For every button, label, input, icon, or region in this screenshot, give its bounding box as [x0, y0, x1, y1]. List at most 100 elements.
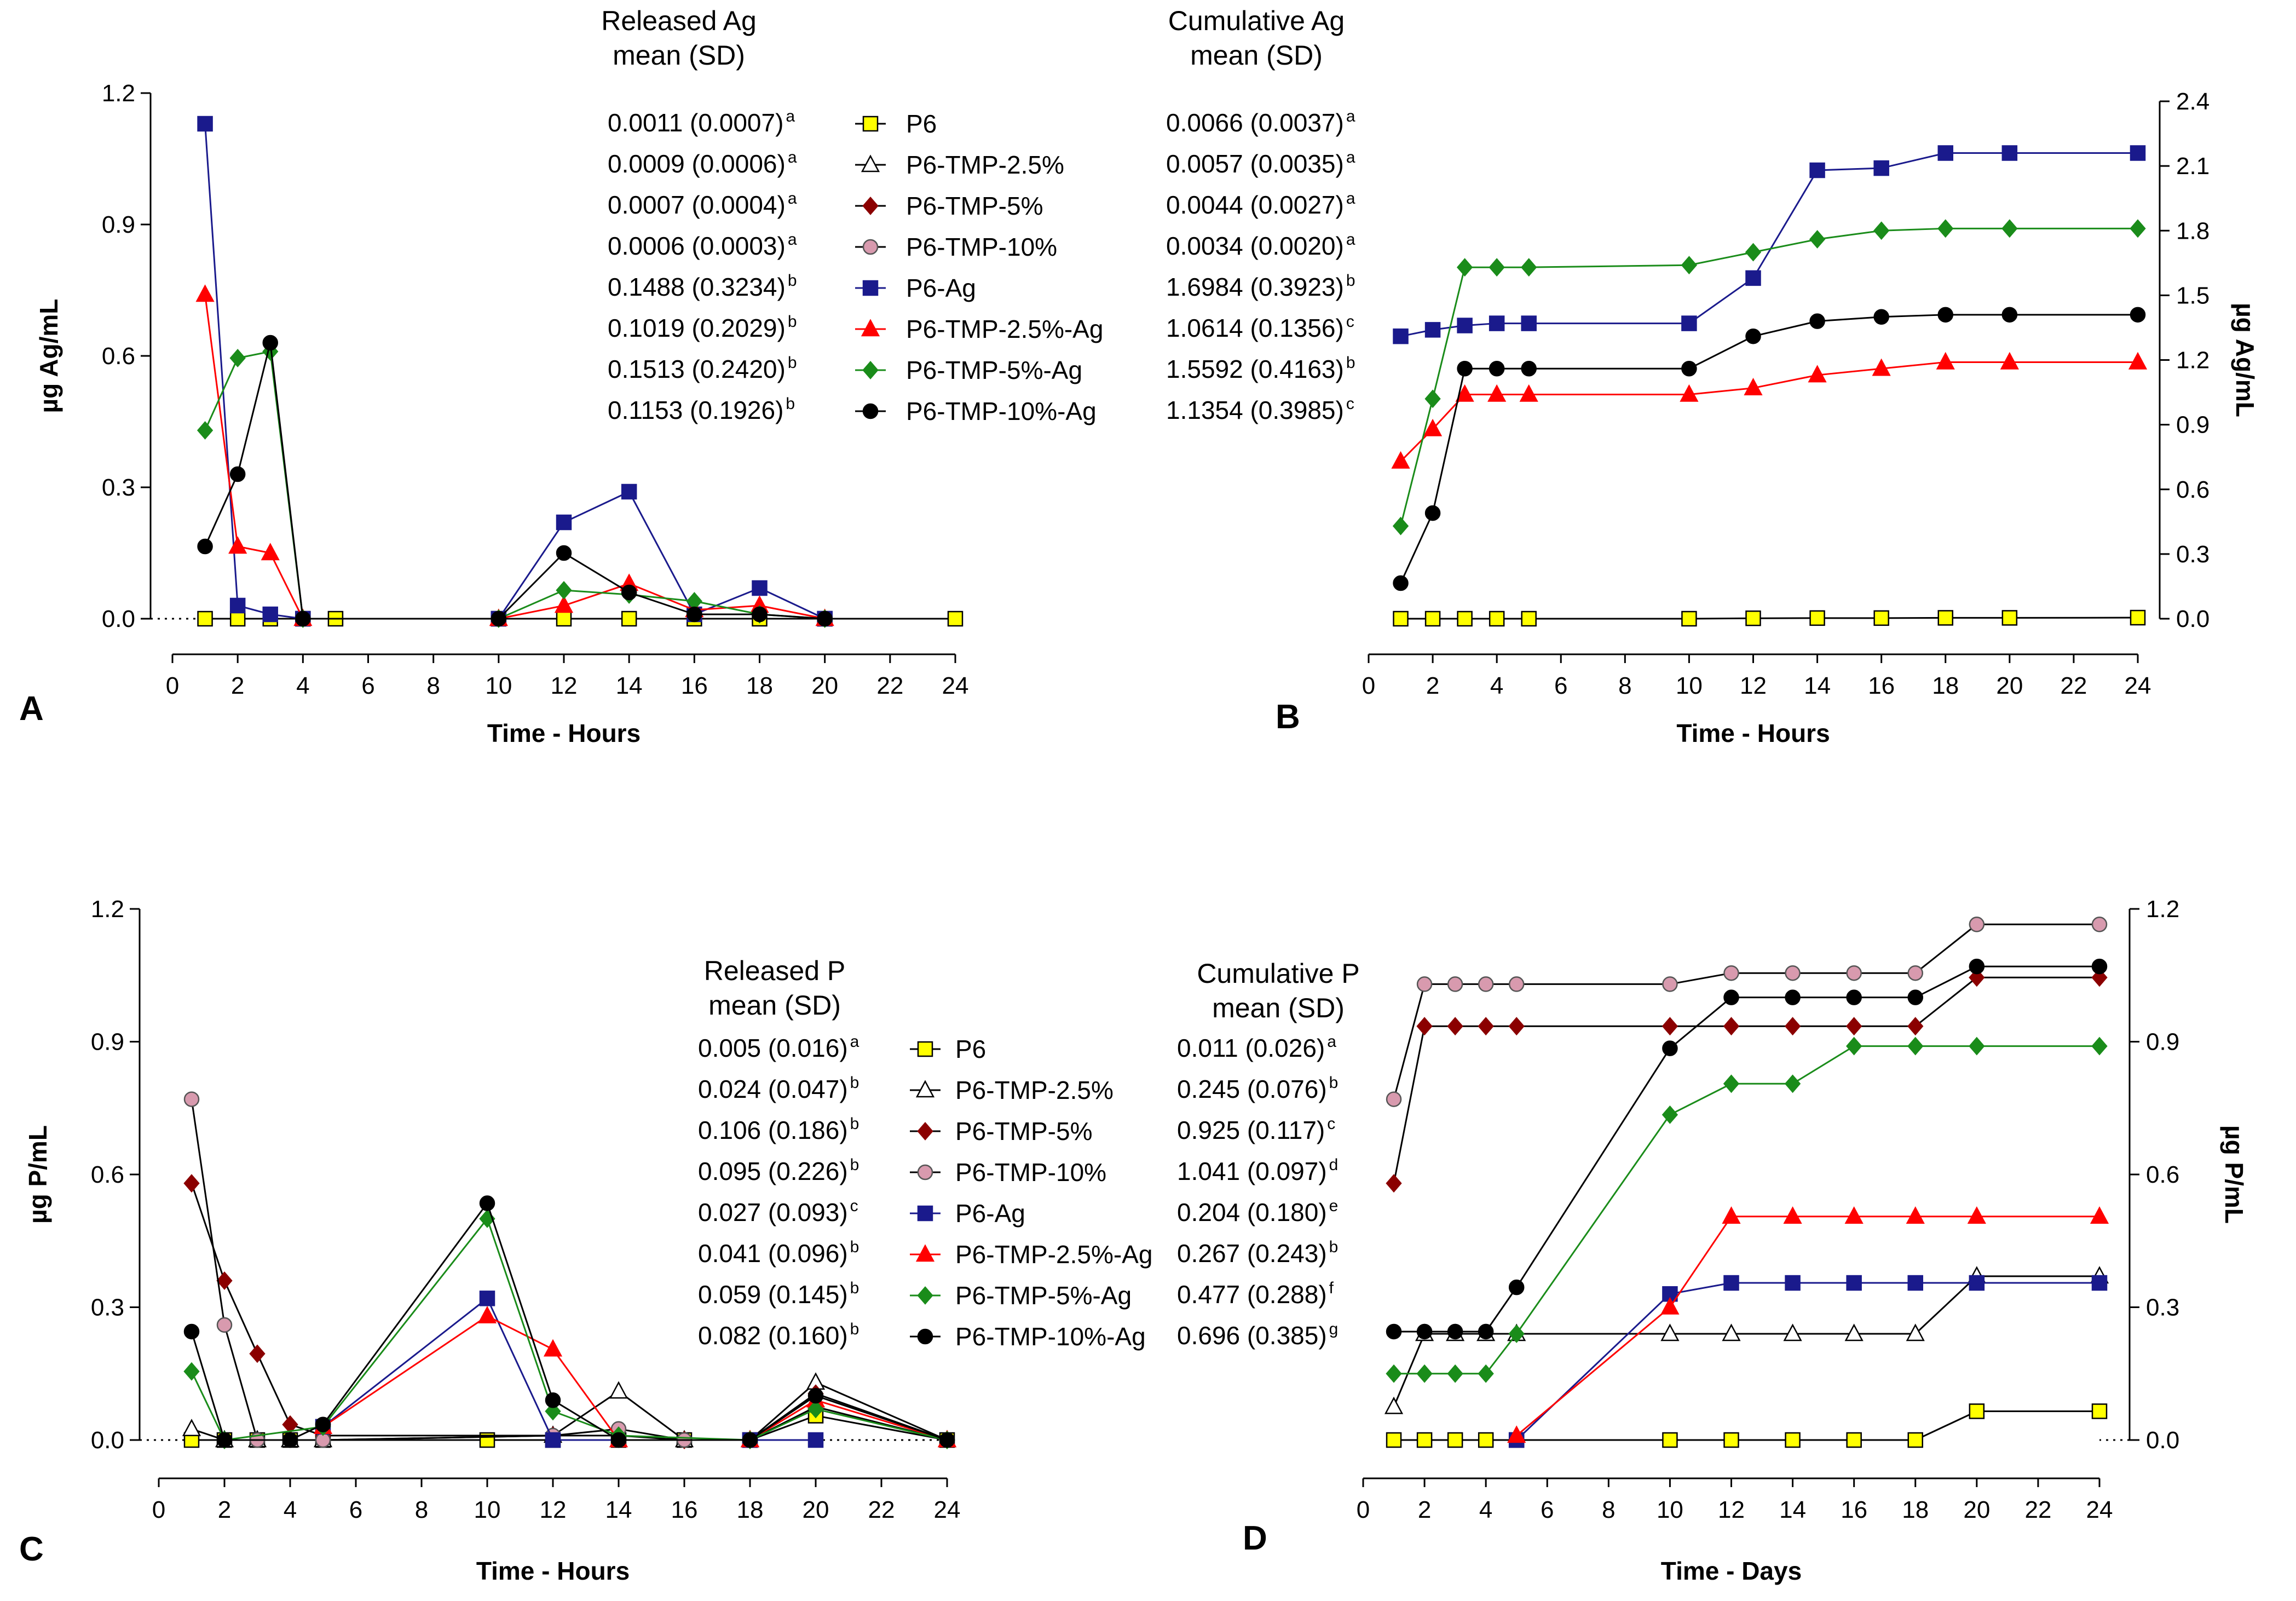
y-tick-label: 0.9 [2146, 1029, 2179, 1056]
x-tick-label: 10 [1657, 1496, 1683, 1523]
x-tick-label: 14 [616, 672, 643, 699]
data-point [1489, 611, 1505, 627]
data-point [1785, 1432, 1801, 1448]
stat-value: 1.041 (0.097) d [1177, 1156, 1338, 1185]
y-tick-label: 2.4 [2176, 88, 2210, 115]
x-tick-label: 10 [485, 672, 512, 699]
y-tick-label: 1.2 [2146, 896, 2179, 923]
data-point [1783, 1323, 1802, 1341]
data-point [1489, 258, 1505, 277]
x-tick-label: 16 [1868, 672, 1895, 699]
data-point [1386, 1364, 1402, 1383]
legend-label: P6-TMP-10% [906, 233, 1057, 261]
data-point [687, 606, 702, 623]
data-point [477, 1306, 497, 1323]
y-tick-label: 0.0 [102, 606, 135, 632]
data-point [1785, 989, 1801, 1005]
series-p6-tmp-10- [183, 1091, 955, 1448]
stat-value: 0.1513 (0.2420) b [608, 354, 797, 383]
data-point [216, 1271, 233, 1290]
stats-table: Cumulative P mean (SD) 0.011 (0.026) a 0.245… [1177, 958, 1360, 1350]
series-line [1394, 1410, 2099, 1441]
y-tick-label: 0.9 [91, 1029, 124, 1056]
stat-value: 0.0006 (0.0003) a [608, 231, 797, 260]
x-tick-label: 18 [737, 1496, 764, 1523]
data-point [1785, 1275, 1801, 1291]
data-point [1808, 365, 1827, 383]
x-tick-label: 4 [296, 672, 309, 699]
x-tick-label: 22 [876, 672, 903, 699]
stat-value: 0.041 (0.096) b [698, 1238, 859, 1268]
x-tick-label: 0 [1362, 672, 1375, 699]
series-line [204, 342, 825, 620]
legend: P6 P6-TMP-2.5% P6-TMP-5% P6-TMP-10% P6-Ag P6-… [855, 110, 1103, 425]
data-point [1455, 384, 1474, 402]
legend-label: P6-TMP-10%-Ag [906, 397, 1097, 425]
data-point [1745, 328, 1761, 344]
stat-value: 0.095 (0.226) b [698, 1156, 859, 1185]
x-tick-label: 14 [1779, 1496, 1806, 1523]
stats-header: mean (SD) [1190, 40, 1323, 71]
x-tick-label: 16 [681, 672, 708, 699]
x-tick-label: 20 [803, 1496, 829, 1523]
chart-panel-a: 0.00.30.60.91.20 2 4 6 8 10 12 14 16 18 20 22 24Time… [19, 5, 1103, 747]
data-point [1846, 1275, 1862, 1291]
x-tick-label: 8 [1618, 672, 1631, 699]
series-p6-tmp-5-ag [1392, 219, 2146, 535]
data-point [1416, 1432, 1433, 1448]
data-point [1969, 1403, 1985, 1419]
data-point [817, 611, 833, 627]
y-tick-label: 0.0 [2146, 1427, 2179, 1454]
data-point [1660, 1323, 1680, 1341]
data-point [295, 611, 311, 627]
data-point [1809, 313, 1825, 329]
data-point [556, 611, 572, 627]
data-point [183, 1362, 200, 1381]
data-point [2091, 968, 2108, 987]
data-point [2130, 307, 2146, 323]
legend-label: P6 [955, 1035, 986, 1063]
x-tick-label: 10 [1676, 672, 1703, 699]
data-point [1478, 1017, 1494, 1036]
x-tick-label: 22 [2024, 1496, 2051, 1523]
data-point [1508, 976, 1525, 992]
data-point [1519, 384, 1538, 402]
legend-marker [862, 403, 879, 419]
data-point [1508, 1324, 1525, 1343]
legend-marker [861, 319, 880, 337]
x-tick-label: 6 [349, 1496, 362, 1523]
series-p6-tmp-10-ag [183, 1195, 955, 1448]
data-point [1907, 1275, 1923, 1291]
data-point [2091, 958, 2108, 975]
data-point [197, 611, 213, 627]
x-tick-label: 0 [166, 672, 179, 699]
panel-label: B [1276, 698, 1300, 736]
data-point [621, 584, 637, 601]
panel-label: C [19, 1530, 44, 1568]
data-point [1722, 1206, 1741, 1224]
series-p6 [1386, 1403, 2108, 1448]
data-point [197, 538, 213, 555]
data-point [1967, 1206, 1986, 1224]
stat-value: 0.024 (0.047) b [698, 1074, 859, 1103]
chart-panel-d: 0.00.30.60.91.20 2 4 6 8 10 12 14 16 18 20 22 24Time… [1177, 896, 2248, 1585]
data-point [1447, 1364, 1463, 1383]
data-point [2001, 219, 2018, 238]
stat-value: 0.1019 (0.2029) b [608, 313, 797, 342]
stat-value: 0.0007 (0.0004) a [608, 189, 797, 219]
stat-value: 1.6984 (0.3923) b [1166, 272, 1355, 301]
x-tick-label: 20 [1963, 1496, 1990, 1523]
data-point [1907, 1432, 1923, 1448]
data-point [1969, 958, 1985, 975]
series-p6-tmp-2-5- [1384, 1266, 2109, 1414]
data-point [1447, 1017, 1463, 1036]
data-point [1424, 389, 1441, 408]
legend-marker [917, 1328, 933, 1345]
legend-label: P6-TMP-10% [955, 1158, 1106, 1187]
panel-label: D [1243, 1519, 1267, 1557]
data-point [2130, 609, 2146, 626]
data-point [1745, 243, 1762, 262]
data-point [2091, 917, 2108, 932]
data-point [1416, 976, 1433, 992]
x-tick-label: 2 [1418, 1496, 1431, 1523]
